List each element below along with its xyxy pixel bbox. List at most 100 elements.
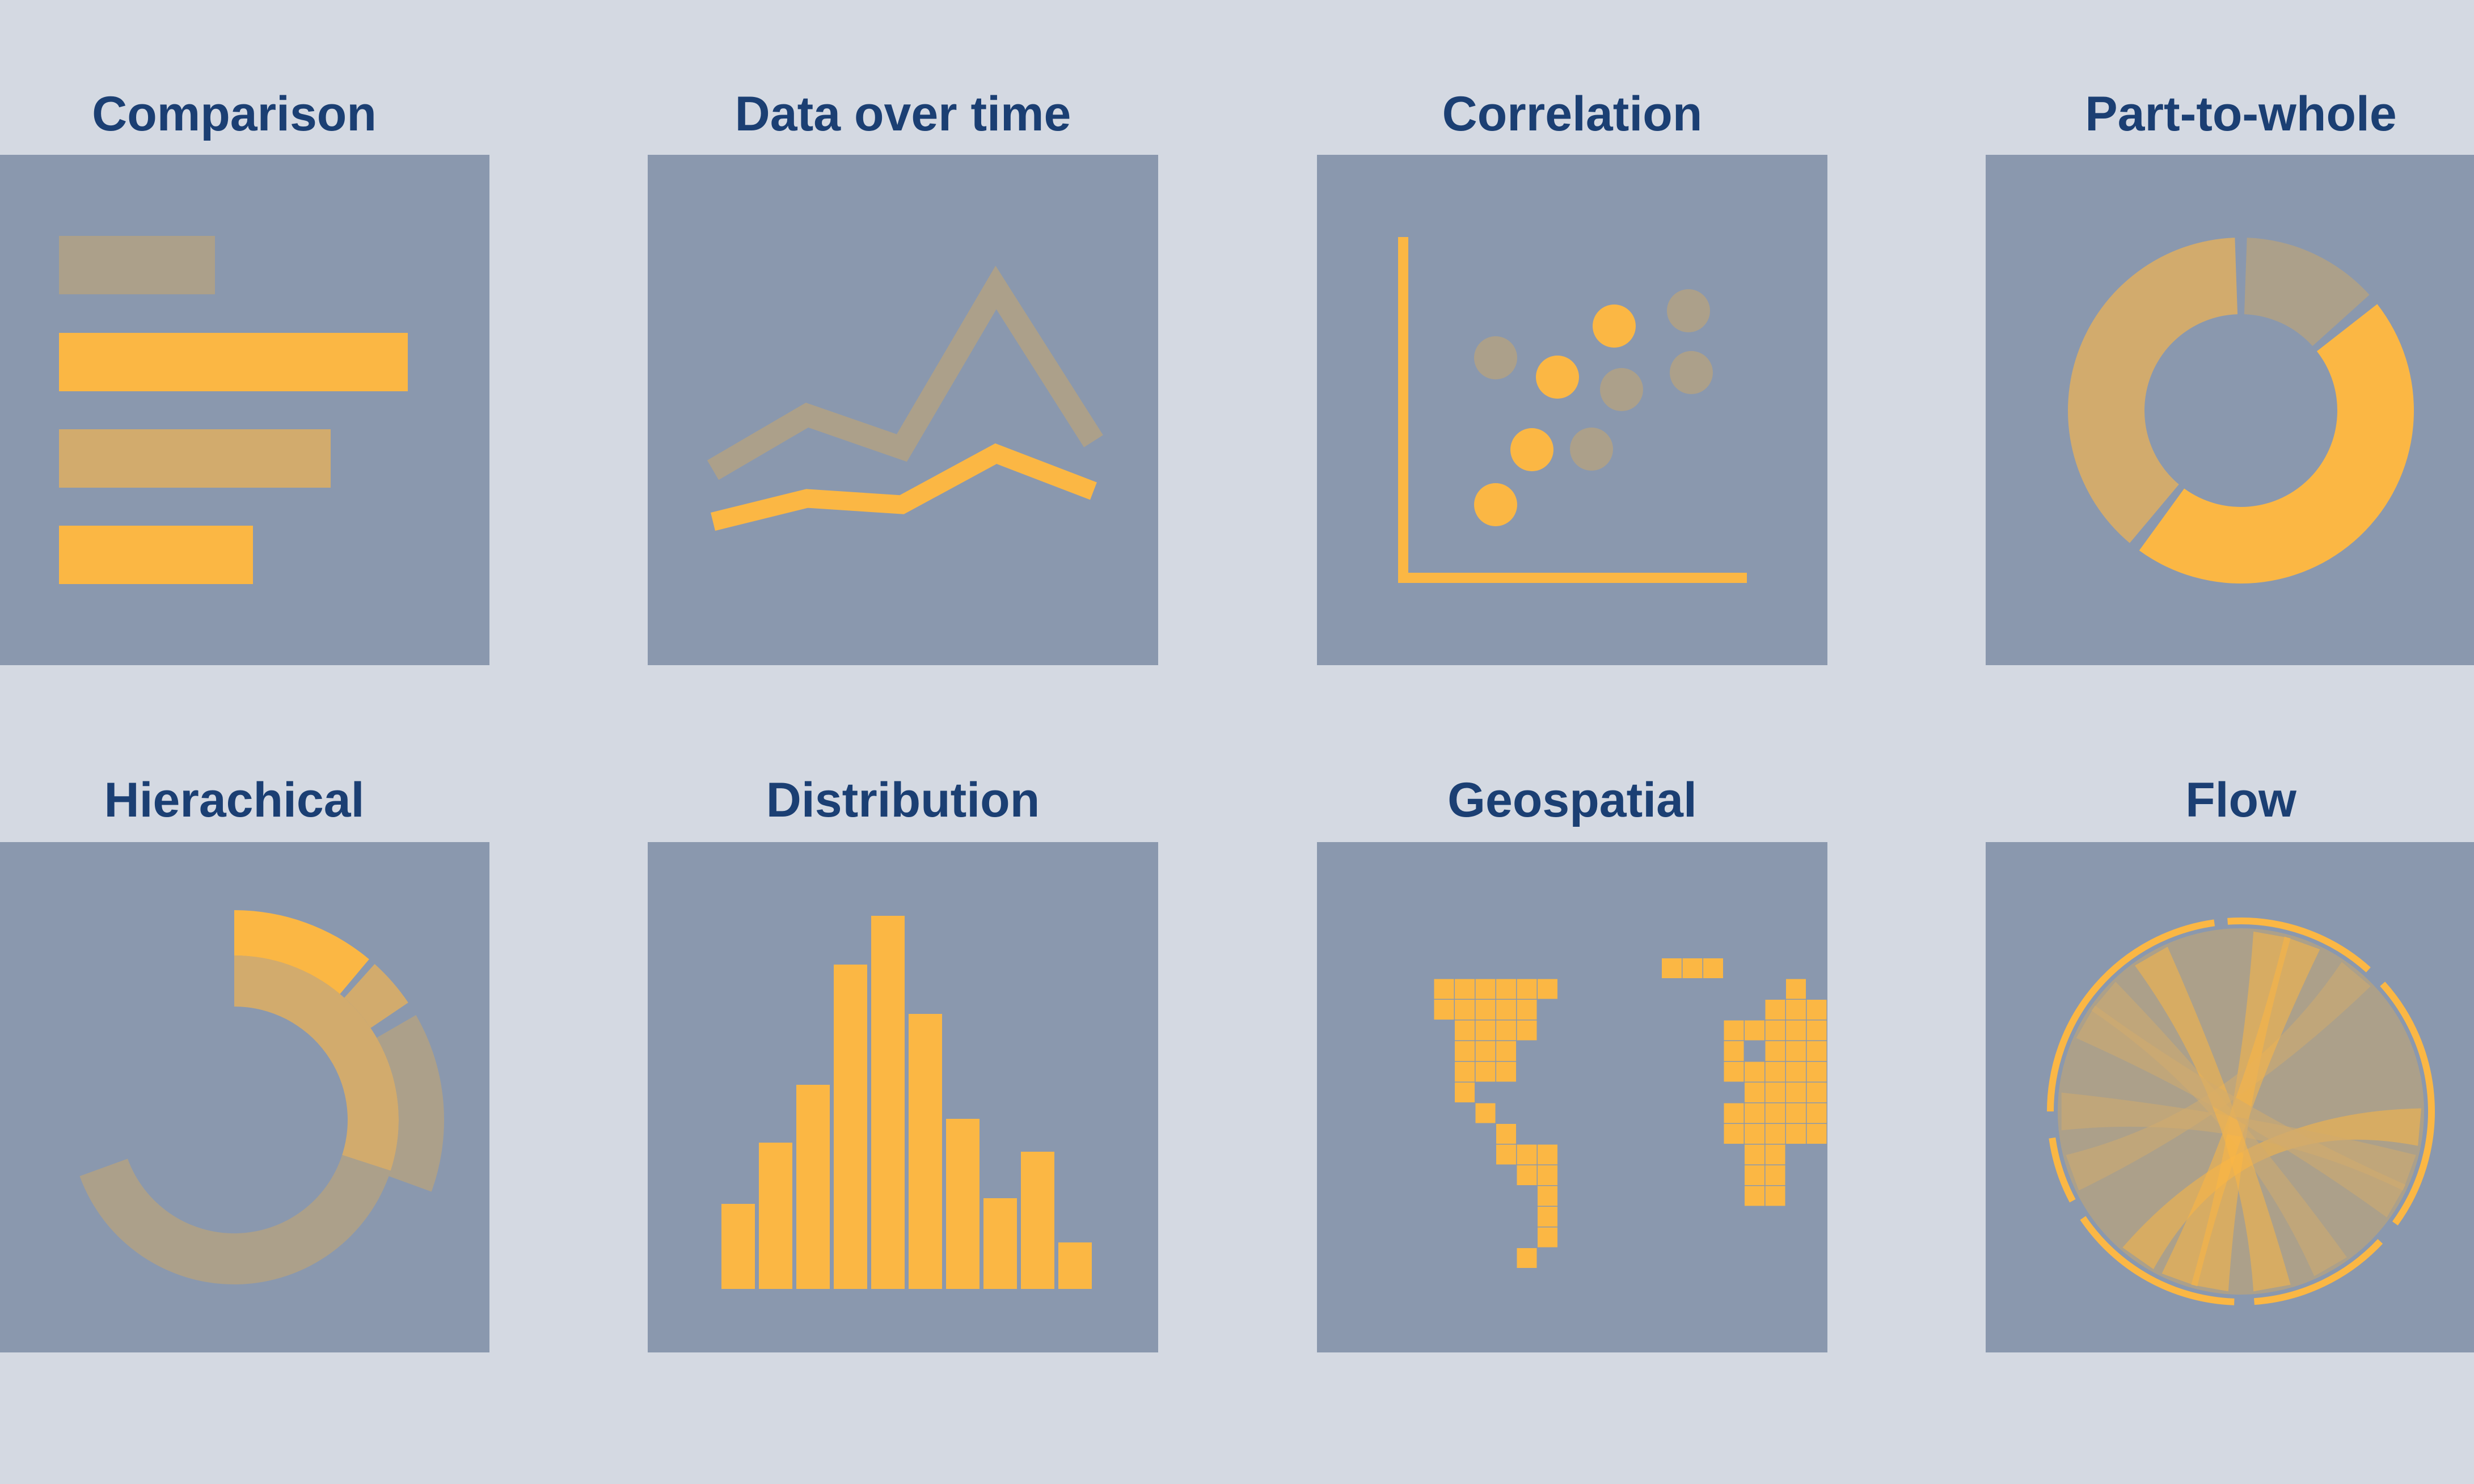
map-cell	[1765, 1144, 1785, 1165]
comparison-bar-2	[59, 333, 408, 391]
title-correlation: Correlation	[1442, 87, 1703, 141]
map-cell	[1765, 1165, 1785, 1185]
map-cell	[1806, 1062, 1827, 1082]
tile-correlation	[1317, 155, 1827, 665]
map-cell	[1745, 1186, 1764, 1206]
map-cell	[1517, 1000, 1537, 1020]
map-cell	[1455, 1000, 1475, 1020]
map-cell	[1517, 1144, 1537, 1165]
map-cell	[1786, 1000, 1806, 1020]
map-cell	[1455, 1062, 1475, 1082]
map-cell	[1517, 979, 1537, 999]
scatter-point	[1536, 356, 1579, 399]
histogram-bar	[834, 965, 867, 1289]
tile-distribution	[648, 842, 1158, 1352]
chord-ribbon	[2061, 1092, 2416, 1191]
map-cell	[1662, 958, 1682, 978]
map-cell	[1475, 1041, 1496, 1061]
map-cell	[1434, 1000, 1454, 1020]
map-cell	[1765, 1124, 1785, 1144]
map-cell	[1806, 1083, 1827, 1102]
tile-hierarchical	[0, 842, 489, 1352]
map-cell	[1786, 1124, 1806, 1144]
map-cell	[1724, 1062, 1744, 1082]
map-cell	[1475, 979, 1496, 999]
map-cell	[1745, 1144, 1764, 1165]
donut-chart-icon	[2068, 238, 2414, 584]
map-cell	[1786, 979, 1806, 999]
map-cell	[1745, 1124, 1764, 1144]
map-cell	[1538, 1227, 1557, 1248]
map-cell	[1786, 1103, 1806, 1123]
histogram-bar	[946, 1119, 980, 1289]
map-cell	[1455, 1041, 1475, 1061]
map-cell	[1806, 1041, 1827, 1061]
chord-diagram-icon	[2047, 918, 2435, 1305]
map-cell	[1496, 1062, 1516, 1082]
map-cell	[1765, 1062, 1785, 1082]
chord-arc	[2080, 1216, 2235, 1305]
chord-arc	[2254, 1239, 2383, 1305]
map-cell	[1724, 1103, 1744, 1123]
chord-ribbon	[2076, 1005, 2406, 1217]
sunburst-segment	[234, 955, 399, 1171]
scatter-axes	[1398, 237, 1747, 583]
map-cell	[1538, 1165, 1557, 1185]
tile-geospatial	[1317, 842, 1827, 1352]
map-cell	[1703, 958, 1723, 978]
map-cell	[1745, 1020, 1764, 1041]
world-map-icon	[1434, 958, 1827, 1268]
histogram-bar	[983, 1198, 1017, 1289]
scatter-point	[1593, 305, 1636, 348]
histogram-icon	[721, 916, 1092, 1289]
donut-segment	[2068, 238, 2238, 543]
map-cell	[1538, 979, 1557, 999]
histogram-bar	[796, 1085, 830, 1289]
map-cell	[1475, 1062, 1496, 1082]
title-comparison: Comparison	[92, 87, 377, 141]
map-cell	[1455, 979, 1475, 999]
histogram-bar	[871, 916, 905, 1289]
map-cell	[1724, 1124, 1744, 1144]
map-cell	[1496, 1144, 1516, 1165]
title-flow: Flow	[2185, 773, 2296, 827]
scatter-point	[1474, 336, 1517, 379]
map-cell	[1806, 1000, 1827, 1020]
scatter-plot-icon	[1398, 237, 1747, 583]
map-cell	[1455, 1083, 1475, 1102]
map-cell	[1745, 1083, 1764, 1102]
histogram-bar	[759, 1143, 792, 1289]
scatter-point	[1474, 483, 1517, 526]
map-cell	[1786, 1020, 1806, 1041]
chord-arc	[2380, 982, 2435, 1226]
map-cell	[1765, 1020, 1785, 1041]
map-cell	[1475, 1103, 1496, 1123]
title-hierarchical: Hierachical	[104, 773, 365, 827]
horizontal-bar-chart-icon	[59, 236, 408, 584]
chord-ribbon	[2066, 962, 2371, 1191]
map-cell	[1475, 1020, 1496, 1041]
map-cell	[1496, 979, 1516, 999]
sunburst-segment	[344, 964, 408, 1028]
scatter-point	[1570, 428, 1613, 471]
comparison-bar-1	[59, 236, 215, 294]
tile-comparison	[0, 155, 489, 665]
map-cell	[1496, 1124, 1516, 1144]
map-cell	[1496, 1000, 1516, 1020]
scatter-point	[1670, 351, 1713, 394]
donut-segment	[2244, 238, 2370, 346]
map-cell	[1538, 1144, 1557, 1165]
map-cell	[1538, 1207, 1557, 1227]
tile-part-to-whole	[1986, 155, 2474, 665]
map-cell	[1765, 1041, 1785, 1061]
map-cell	[1806, 1124, 1827, 1144]
map-cell	[1475, 1000, 1496, 1020]
title-geospatial: Geospatial	[1447, 773, 1697, 827]
map-cell	[1434, 979, 1454, 999]
chord-arc	[2049, 1137, 2076, 1203]
map-cell	[1745, 1165, 1764, 1185]
map-cell	[1682, 958, 1703, 978]
map-cell	[1496, 1041, 1516, 1061]
tile-flow	[1986, 842, 2474, 1352]
comparison-bar-3	[59, 429, 331, 488]
